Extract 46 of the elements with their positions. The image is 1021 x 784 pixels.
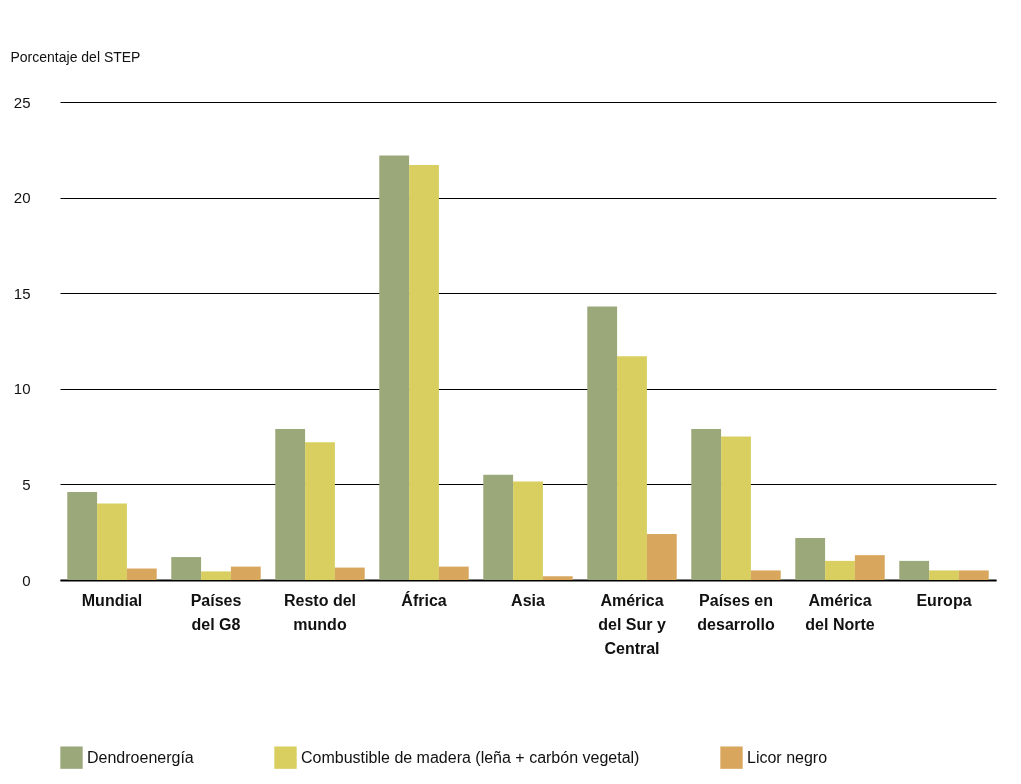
bar <box>958 570 989 580</box>
bar <box>750 570 781 580</box>
bar <box>126 568 157 580</box>
bar <box>275 428 306 580</box>
x-tick-label: Países del G8 <box>190 591 242 633</box>
y-tick-label: 25 <box>13 93 31 111</box>
x-tick-label: Mundial <box>81 591 143 609</box>
bar <box>483 474 514 580</box>
bar <box>97 503 127 580</box>
bar <box>230 566 261 580</box>
bar <box>334 567 365 580</box>
bar <box>795 537 826 580</box>
bar <box>825 560 855 580</box>
y-tick-label: 20 <box>13 189 31 207</box>
bar <box>438 566 469 580</box>
bar <box>409 165 439 580</box>
bar <box>67 492 98 580</box>
bar <box>646 534 677 580</box>
bar <box>587 306 618 580</box>
y-axis-title: Porcentaje del STEP <box>10 48 141 65</box>
bar <box>379 155 410 580</box>
x-tick-label: América del Sur y Central <box>598 591 666 657</box>
x-tick-label: África <box>401 590 447 609</box>
legend-label: Dendroenergía <box>87 748 194 766</box>
y-tick-label: 10 <box>13 380 31 398</box>
bar <box>929 570 959 580</box>
y-tick-label: 0 <box>22 571 31 589</box>
bar <box>201 571 231 580</box>
bar <box>305 442 335 580</box>
bar <box>542 576 573 580</box>
y-tick-label: 15 <box>13 284 31 302</box>
x-tick-label: Asia <box>511 591 545 609</box>
y-tick-label: 5 <box>22 475 31 493</box>
bar <box>617 356 647 580</box>
bar <box>899 560 930 580</box>
x-tick-label: Resto del mundo <box>283 591 357 633</box>
x-tick-label: América del Norte <box>805 591 875 633</box>
legend-label: Licor negro <box>747 748 828 766</box>
bar <box>513 481 543 580</box>
bar <box>171 557 202 580</box>
legend-label: Combustible de madera (leña + carbón vegetal) <box>301 748 640 766</box>
bar <box>854 555 885 580</box>
bar <box>691 428 722 580</box>
bar <box>721 436 751 580</box>
x-tick-label: Europa <box>916 591 972 609</box>
x-tick-label: Países en desarrollo <box>697 591 775 633</box>
